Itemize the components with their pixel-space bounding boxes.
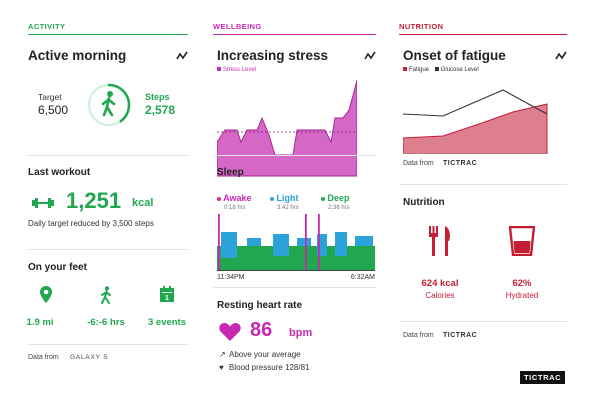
nutrition-column: NUTRITION Onset of fatigue Fatigue Gluco… [399, 22, 567, 374]
heart-rate-value: 86 [250, 319, 273, 341]
sleep-awake-label: Awake [217, 193, 252, 203]
activity-column: ACTIVITY Active morning Target 6,500 Ste… [27, 22, 188, 374]
divider [399, 184, 567, 185]
wellbeing-column: WELLBEING Increasing stress Stress Level… [213, 22, 376, 374]
heart-small-icon: ♥ [219, 363, 224, 372]
activity-title: Active morning [28, 48, 127, 63]
nutrition-sub-title: Nutrition [403, 197, 445, 208]
location-pin-icon [40, 286, 52, 308]
wellbeing-title: Increasing stress [217, 48, 329, 63]
nutrition-title: Onset of fatigue [403, 48, 506, 63]
divider [28, 344, 188, 345]
wellbeing-category-label: WELLBEING [213, 22, 376, 35]
tictrac-logo: TICTRAC [443, 160, 478, 167]
nutrition-category-label: NUTRITION [399, 22, 567, 35]
sleep-deep-label: Deep [321, 193, 350, 203]
target-label: Target [38, 92, 62, 102]
trend-icon[interactable] [176, 51, 188, 64]
hydrated-value: 62% [512, 278, 532, 289]
divider [213, 155, 376, 156]
sleep-light-label: Light [270, 193, 299, 203]
above-average-note: ↗ Above your average [219, 350, 301, 359]
walking-person-icon [101, 91, 116, 117]
divider [213, 287, 376, 288]
data-from-label: Data from [403, 332, 434, 339]
last-workout-title: Last workout [28, 167, 91, 178]
target-value: 6,500 [38, 103, 69, 117]
data-from-label: Data from [403, 160, 434, 167]
heart-icon [219, 322, 241, 346]
events-stat: 3 events [147, 317, 187, 328]
dumbbell-icon [32, 196, 54, 214]
divider [399, 321, 567, 322]
data-from-label: Data from [28, 354, 59, 361]
steps-label: Steps [145, 92, 170, 102]
divider [28, 249, 188, 250]
calories-value: 624 kcal [421, 278, 459, 289]
arrow-up-right-icon: ↗ [219, 350, 226, 359]
heart-rate-unit: bpm [289, 327, 313, 339]
fork-knife-icon [427, 226, 453, 261]
sleep-title: Sleep [217, 167, 244, 178]
sleep-deep-duration: 2:36 hrs [328, 205, 350, 211]
galaxy-logo: GALAXY S [70, 354, 109, 361]
activity-category-label: ACTIVITY [28, 22, 188, 35]
workout-note: Daily target reduced by 3,500 steps [28, 219, 154, 228]
sleep-light-duration: 3:42 hrs [277, 205, 299, 211]
trend-icon[interactable] [364, 51, 376, 64]
stress-chart [216, 79, 358, 180]
workout-kcal-unit: kcal [132, 197, 154, 209]
sleep-awake-duration: 0:18 hrs [224, 205, 246, 211]
water-glass-icon [508, 225, 536, 261]
sleep-end-time: 6:32AM [350, 274, 375, 281]
stress-legend: Stress Level [217, 67, 256, 73]
tictrac-footer-logo: TICTRAC [520, 371, 566, 384]
workout-kcal-value: 1,251 [66, 188, 122, 213]
sleep-start-time: 11:34PM [217, 274, 245, 281]
fatigue-chart-legend: Fatigue Glucose Level [403, 67, 479, 73]
svg-text:1: 1 [165, 295, 169, 302]
blood-pressure-note: ♥ Blood pressure 128/81 [219, 363, 310, 372]
resting-heart-rate-title: Resting heart rate [217, 300, 303, 311]
hydrated-label: Hydrated [505, 291, 539, 300]
distance-stat: 1.9 mi [26, 317, 54, 328]
walking-person-icon [99, 286, 113, 309]
fatigue-chart [402, 82, 549, 155]
on-your-feet-title: On your feet [28, 262, 87, 273]
steps-progress-ring [86, 82, 132, 128]
sleep-axis [217, 270, 375, 271]
hours-stat: -6:-6 hrs [87, 317, 125, 328]
trend-icon[interactable] [555, 51, 567, 64]
tictrac-logo: TICTRAC [443, 332, 478, 339]
calendar-icon: 1 [160, 286, 174, 307]
steps-value: 2,578 [145, 103, 176, 117]
calories-label: Calories [425, 291, 455, 300]
sleep-chart [217, 214, 375, 270]
divider [28, 155, 188, 156]
